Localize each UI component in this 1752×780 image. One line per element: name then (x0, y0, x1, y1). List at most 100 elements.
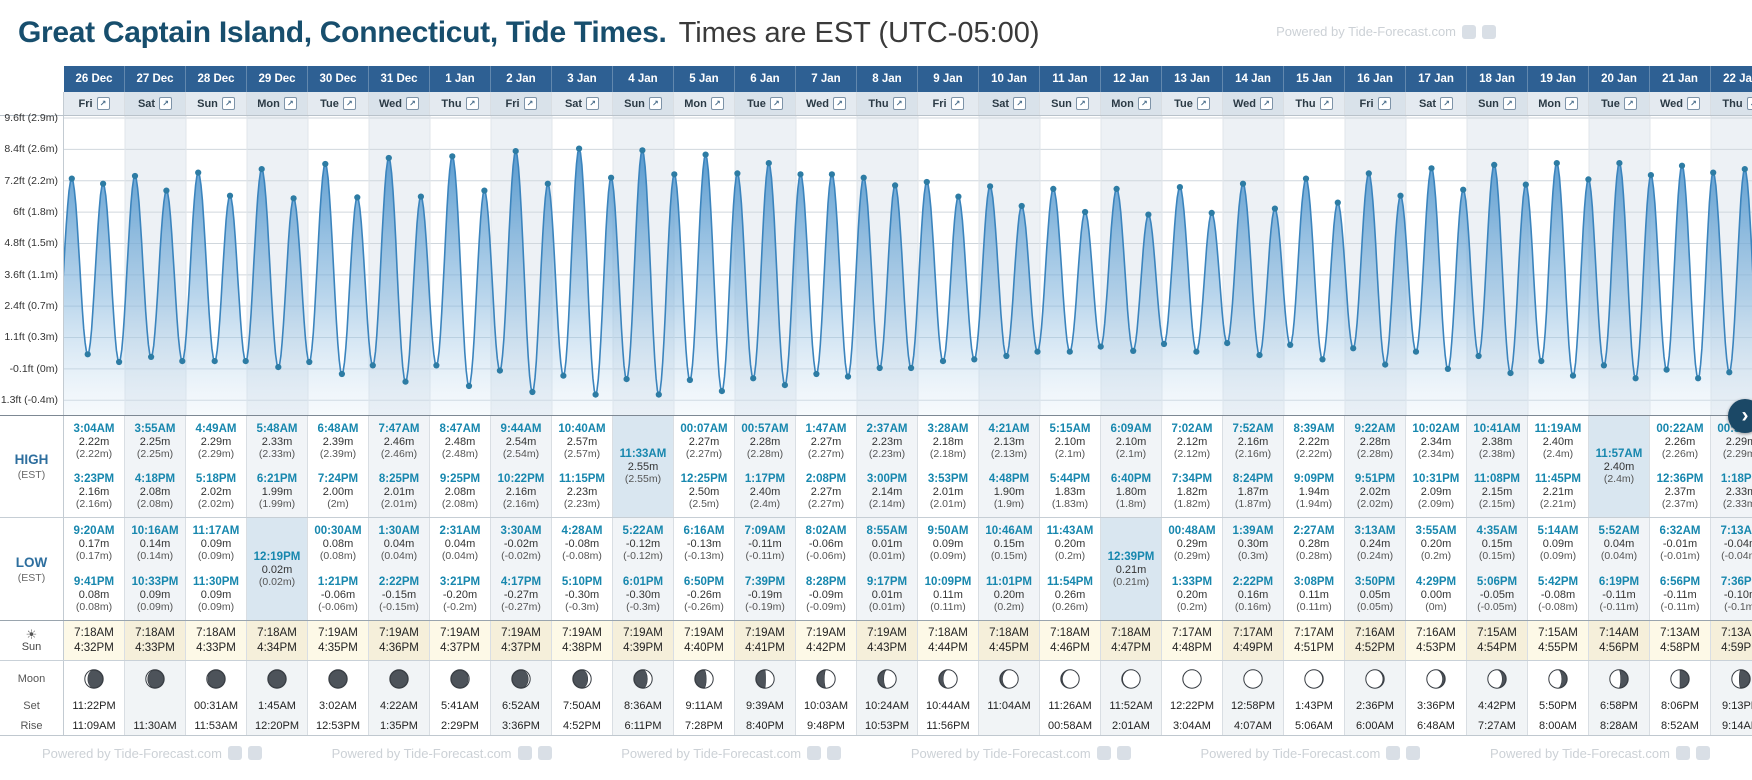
low-tide-entry: 9:17PM 0.01m (0.01m) (857, 569, 917, 620)
moonrise-time-cell: 12:20PM (247, 716, 308, 735)
moonset-time-cell: 4:22AM (369, 696, 430, 716)
expand-day-icon[interactable]: ↗ (406, 97, 420, 110)
weekday-cell[interactable]: Sat ↗ (1406, 92, 1467, 115)
expand-day-icon[interactable]: ↗ (586, 97, 600, 110)
expand-day-icon[interactable]: ↗ (1440, 97, 1454, 110)
weekday-cell[interactable]: Mon ↗ (1101, 92, 1162, 115)
weekday-cell[interactable]: Mon ↗ (1528, 92, 1589, 115)
low-tide-entry: 5:22AM -0.12m (-0.12m) (613, 518, 673, 569)
weekday-label: Wed (805, 97, 830, 110)
expand-day-icon[interactable]: ↗ (1013, 97, 1027, 110)
weekday-row: Fri ↗ Sat ↗ Sun ↗ Mon ↗ Tue ↗ Wed ↗ Thu ↗ Fri ↗ Sat ↗ Sun ↗… (0, 92, 1752, 116)
weekday-cell[interactable]: Wed ↗ (1650, 92, 1711, 115)
weekday-cell[interactable]: Tue ↗ (735, 92, 796, 115)
high-tide-height-alt: (2.28m) (746, 447, 784, 460)
weekday-cell[interactable]: Sun ↗ (1467, 92, 1528, 115)
expand-day-icon[interactable]: ↗ (950, 97, 964, 110)
expand-day-icon[interactable]: ↗ (1746, 97, 1752, 110)
expand-day-icon[interactable]: ↗ (1564, 97, 1578, 110)
expand-day-icon[interactable]: ↗ (892, 97, 906, 110)
expand-day-icon[interactable]: ↗ (1502, 97, 1516, 110)
weekday-cell[interactable]: Wed ↗ (369, 92, 430, 115)
expand-day-icon[interactable]: ↗ (159, 97, 173, 110)
expand-day-icon[interactable]: ↗ (1687, 97, 1701, 110)
weekday-cell[interactable]: Sat ↗ (125, 92, 186, 115)
weekday-cell[interactable]: Tue ↗ (1162, 92, 1223, 115)
moonrise-time-cell: 8:28AM (1589, 716, 1650, 735)
tide-point-dot (1647, 172, 1654, 179)
expand-day-icon[interactable]: ↗ (96, 97, 110, 110)
high-tide-time: 8:24PM (1232, 473, 1274, 486)
expand-day-icon[interactable]: ↗ (769, 97, 783, 110)
weekday-cell[interactable]: Wed ↗ (796, 92, 857, 115)
high-tide-cell: 7:47AM 2.46m (2.46m) 8:25PM 2.01m (2.01m) (369, 416, 430, 517)
expand-day-icon[interactable]: ↗ (1260, 97, 1274, 110)
low-tide-time: 2:22PM (1232, 576, 1274, 588)
weekday-cell[interactable]: Sat ↗ (979, 92, 1040, 115)
expand-day-icon[interactable]: ↗ (1319, 97, 1333, 110)
moon-phase-cell (918, 661, 979, 696)
low-tide-height: 0.09m (200, 538, 232, 550)
weekday-cell[interactable]: Sun ↗ (613, 92, 674, 115)
expand-day-icon[interactable]: ↗ (342, 97, 356, 110)
weekday-cell[interactable]: Fri ↗ (918, 92, 979, 115)
weekday-cell[interactable]: Sat ↗ (552, 92, 613, 115)
low-tide-height: 0.04m (383, 538, 415, 550)
weekday-cell[interactable]: Thu↗ (857, 92, 918, 115)
high-tide-height: 2.08m (444, 486, 476, 499)
expand-day-icon[interactable]: ↗ (1075, 97, 1089, 110)
scroll-right-button[interactable]: › (1728, 399, 1752, 433)
expand-day-icon[interactable]: ↗ (833, 97, 847, 110)
high-tide-time: 00:57AM (741, 422, 789, 435)
tide-point-dot (1663, 366, 1670, 373)
low-tide-height-alt: (0.26m) (1051, 601, 1089, 613)
moonrise-time-cell: 6:48AM (1406, 716, 1467, 735)
tide-point-dot (750, 375, 757, 382)
expand-day-icon[interactable]: ↗ (1196, 97, 1210, 110)
high-tide-height: 2.23m (871, 435, 903, 448)
sunset-time: 4:32PM (74, 642, 114, 654)
weekday-cell[interactable]: Mon ↗ (247, 92, 308, 115)
weekday-cell[interactable]: Wed ↗ (1223, 92, 1284, 115)
weekday-cell[interactable]: Fri ↗ (1345, 92, 1406, 115)
low-tide-time: 5:06PM (1476, 576, 1518, 588)
expand-day-icon[interactable]: ↗ (1137, 97, 1151, 110)
weekday-cell[interactable]: Thu↗ (1711, 92, 1752, 115)
weekday-cell[interactable]: Fri ↗ (491, 92, 552, 115)
expand-day-icon[interactable]: ↗ (1623, 97, 1637, 110)
weekday-cell[interactable]: Tue ↗ (308, 92, 369, 115)
low-tide-row-label: LOW (EST) (0, 518, 64, 620)
weekday-cell[interactable]: Sun ↗ (1040, 92, 1101, 115)
low-tide-cell: 5:22AM -0.12m (-0.12m) 6:01PM -0.30m (-0.3m) (613, 518, 674, 620)
high-tide-height: 2.57m (566, 435, 598, 448)
date-header-cell: 12 Jan (1101, 66, 1162, 92)
expand-day-icon[interactable]: ↗ (648, 97, 662, 110)
moonset-time-cell: 5:50PM (1528, 696, 1589, 716)
weekday-cell[interactable]: Mon ↗ (674, 92, 735, 115)
low-tide-height-alt: (0.15m) (990, 550, 1028, 562)
low-tide-height: 0.15m (993, 538, 1025, 550)
weekday-cell[interactable]: Tue ↗ (1589, 92, 1650, 115)
high-tide-cell: 9:22AM 2.28m (2.28m) 9:51PM 2.02m (2.02m) (1345, 416, 1406, 517)
high-tide-entry: 3:55AM 2.25m (2.25m) (125, 416, 185, 467)
weekday-cell[interactable]: Sun ↗ (186, 92, 247, 115)
high-tide-entry: 4:21AM 2.13m (2.13m) (979, 416, 1039, 467)
high-tide-entry: 5:18PM 2.02m (2.02m) (186, 467, 246, 518)
moon-phase-icon (267, 668, 287, 689)
weekday-cell[interactable]: Thu↗ (430, 92, 491, 115)
expand-day-icon[interactable]: ↗ (283, 97, 297, 110)
expand-day-icon[interactable]: ↗ (1377, 97, 1391, 110)
high-tide-height: 2.54m (505, 435, 537, 448)
date-header-cell: 26 Dec (64, 66, 125, 92)
expand-day-icon[interactable]: ↗ (523, 97, 537, 110)
low-tide-height-alt: (-0.1m) (1724, 601, 1752, 613)
expand-day-icon[interactable]: ↗ (710, 97, 724, 110)
tide-point-dot (1034, 348, 1041, 355)
weekday-label: Sun (197, 97, 218, 110)
weekday-cell[interactable]: Fri ↗ (64, 92, 125, 115)
expand-day-icon[interactable]: ↗ (465, 97, 479, 110)
weekday-cell[interactable]: Thu↗ (1284, 92, 1345, 115)
footer-watermark: Powered by Tide-Forecast.com (1200, 746, 1421, 761)
high-tide-height: 1.80m (1115, 486, 1147, 499)
expand-day-icon[interactable]: ↗ (221, 97, 235, 110)
